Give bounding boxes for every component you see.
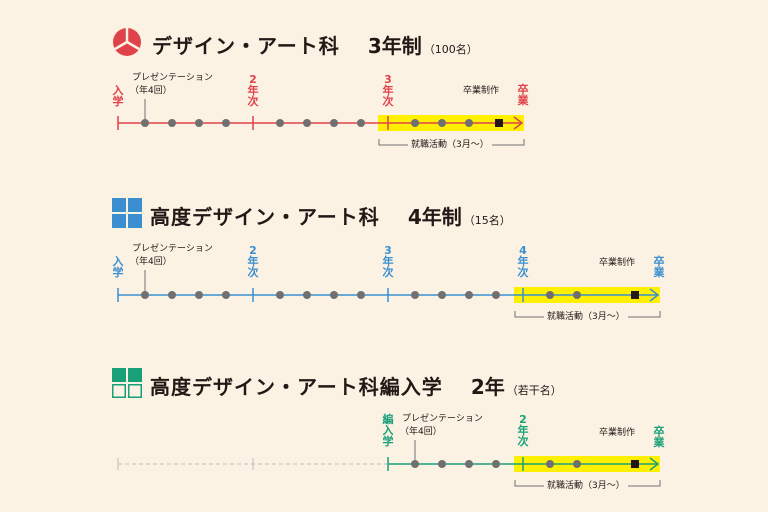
presentation-dots xyxy=(141,119,473,127)
graduation-work-label: 卒業制作 xyxy=(463,86,500,96)
course-quota: （15名） xyxy=(463,214,511,227)
graduation-work-marker xyxy=(495,119,503,127)
three-segment-circle-icon xyxy=(113,28,141,56)
course-title: 高度デザイン・アート科編入学 xyxy=(150,375,443,399)
course-quota: （若干名） xyxy=(506,384,562,397)
job-hunting-label: 就職活動（3月〜） xyxy=(544,481,628,492)
course-title: デザイン・アート科 xyxy=(152,34,340,58)
label-graduation: 卒業 xyxy=(653,255,665,279)
label-graduation: 卒業 xyxy=(653,425,665,449)
timeline-3year xyxy=(117,99,525,146)
presentation-frequency: （年4回） xyxy=(400,427,442,437)
graduation-work-label: 卒業制作 xyxy=(599,428,636,438)
graduation-work-marker xyxy=(631,291,639,299)
presentation-frequency: （年4回） xyxy=(130,86,172,96)
presentation-dots xyxy=(411,460,581,468)
presentation-label: プレゼンテーション xyxy=(132,73,213,83)
label-admission: 入学 xyxy=(112,84,124,108)
label-admission: 入学 xyxy=(112,255,124,279)
course-duration: 2年 xyxy=(470,375,505,399)
course-title: 高度デザイン・アート科 xyxy=(150,205,380,229)
course-duration: 3年制 xyxy=(367,34,422,58)
course-quota: （100名） xyxy=(423,43,478,56)
label-graduation: 卒業 xyxy=(517,83,529,107)
two-filled-two-outlined-squares-icon xyxy=(112,368,142,398)
four-square-grid-icon xyxy=(112,198,142,228)
job-hunting-label: 就職活動（3月〜） xyxy=(408,140,492,151)
graduation-work-label: 卒業制作 xyxy=(599,258,636,268)
presentation-label: プレゼンテーション xyxy=(132,244,213,254)
job-hunting-label: 就職活動（3月〜） xyxy=(544,312,628,323)
course-duration: 4年制 xyxy=(407,205,462,229)
presentation-label: プレゼンテーション xyxy=(402,414,483,424)
label-transfer-admission: 編入学 xyxy=(382,413,394,448)
presentation-frequency: （年4回） xyxy=(130,257,172,267)
presentation-dots xyxy=(141,291,581,299)
graduation-work-marker xyxy=(631,460,639,468)
